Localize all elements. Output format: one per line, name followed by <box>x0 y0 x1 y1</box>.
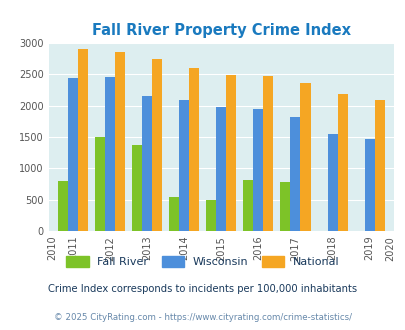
Bar <box>263 76 273 231</box>
Bar <box>58 181 68 231</box>
Bar <box>280 182 290 231</box>
Bar <box>95 137 104 231</box>
Bar <box>189 68 199 231</box>
Legend: Fall River, Wisconsin, National: Fall River, Wisconsin, National <box>62 251 343 271</box>
Bar <box>142 96 152 231</box>
Bar <box>337 94 347 231</box>
Title: Fall River Property Crime Index: Fall River Property Crime Index <box>92 22 350 38</box>
Bar <box>327 134 337 231</box>
Bar <box>104 77 115 231</box>
Bar <box>179 100 189 231</box>
Bar <box>169 197 179 231</box>
Bar <box>152 59 162 231</box>
Bar <box>243 180 253 231</box>
Bar <box>206 200 216 231</box>
Bar <box>132 145 142 231</box>
Bar <box>364 139 374 231</box>
Bar <box>115 52 125 231</box>
Bar <box>290 117 300 231</box>
Bar <box>300 83 310 231</box>
Bar <box>78 49 87 231</box>
Text: Crime Index corresponds to incidents per 100,000 inhabitants: Crime Index corresponds to incidents per… <box>48 284 357 294</box>
Bar <box>216 107 226 231</box>
Text: © 2025 CityRating.com - https://www.cityrating.com/crime-statistics/: © 2025 CityRating.com - https://www.city… <box>54 313 351 322</box>
Bar <box>374 100 384 231</box>
Bar <box>68 78 78 231</box>
Bar <box>226 75 236 231</box>
Bar <box>253 109 263 231</box>
